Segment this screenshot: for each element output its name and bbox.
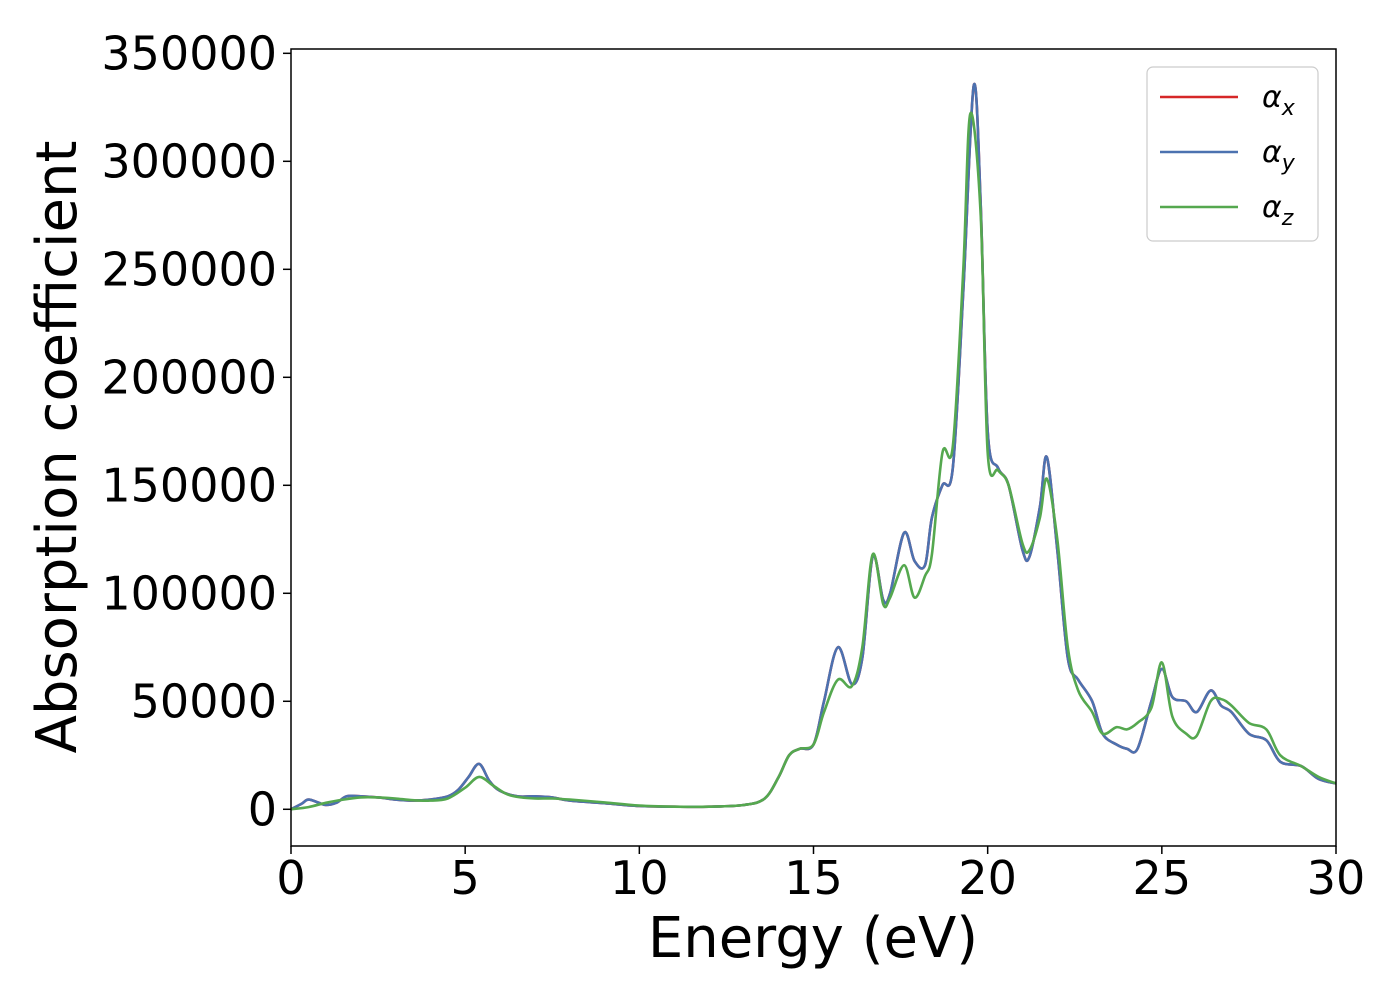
y-tick-label: 300000 <box>101 134 277 188</box>
x-axis-label: Energy (eV) <box>648 906 978 971</box>
x-tick-label: 25 <box>1133 851 1192 905</box>
y-tick-label: 50000 <box>131 674 277 728</box>
y-tick-label: 0 <box>248 782 277 836</box>
y-tick-label: 250000 <box>101 242 277 296</box>
legend-box <box>1146 66 1319 242</box>
y-tick-label: 350000 <box>101 26 277 80</box>
x-tick-label: 5 <box>451 851 480 905</box>
x-tick-label: 20 <box>958 851 1017 905</box>
y-tick-label: 200000 <box>101 350 277 404</box>
x-axis-ticks: 0 5 10 15 20 25 30 <box>276 846 1365 905</box>
y-axis-ticks: 0 50000 100000 150000 200000 250000 300000 3500… <box>101 26 291 836</box>
series-layer <box>290 82 1337 811</box>
y-tick-label: 100000 <box>101 566 277 620</box>
legend-label-3: αz <box>1262 190 1294 231</box>
x-tick-label: 10 <box>610 851 669 905</box>
y-axis-label: Absorption coefficient <box>25 141 90 754</box>
legend-label-1: αx <box>1262 80 1296 121</box>
legend-label-2: αy <box>1262 135 1296 176</box>
x-tick-label: 15 <box>784 851 843 905</box>
x-tick-label: 0 <box>276 851 305 905</box>
x-tick-label: 30 <box>1307 851 1366 905</box>
series-line-3 <box>290 111 1337 811</box>
legend: αx αy αz <box>1146 66 1319 242</box>
y-tick-label: 150000 <box>101 458 277 512</box>
